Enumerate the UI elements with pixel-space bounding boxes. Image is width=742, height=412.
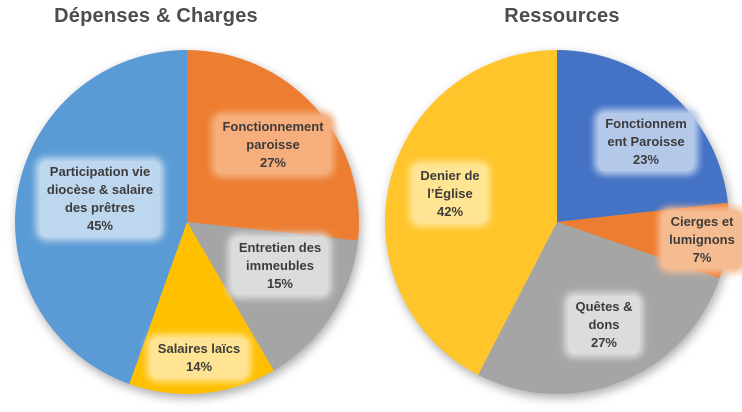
data-label-fonctionnement-paroisse-ressources: Fonctionnem ent Paroisse 23% (598, 113, 694, 171)
data-label-quetes-et-dons: Quêtes & dons 27% (568, 296, 640, 354)
data-label-participation-vie-diocese: Participation vie diocèse & salaire des … (39, 161, 161, 237)
data-label-cierges-et-lumignons: Cierges et lumignons 7% (662, 211, 742, 269)
data-label-fonctionnement-paroisse: Fonctionnement paroisse 27% (215, 116, 331, 174)
chart-title-depenses-charges: Dépenses & Charges (54, 5, 258, 27)
data-label-entretien-des-immeubles: Entretien des immeubles 15% (231, 237, 329, 295)
data-label-salaires-laics: Salaires laïcs 14% (150, 338, 248, 378)
chart-title-ressources: Ressources (504, 5, 620, 27)
data-label-denier-de-l-eglise: Denier de l’Église 42% (413, 165, 487, 223)
